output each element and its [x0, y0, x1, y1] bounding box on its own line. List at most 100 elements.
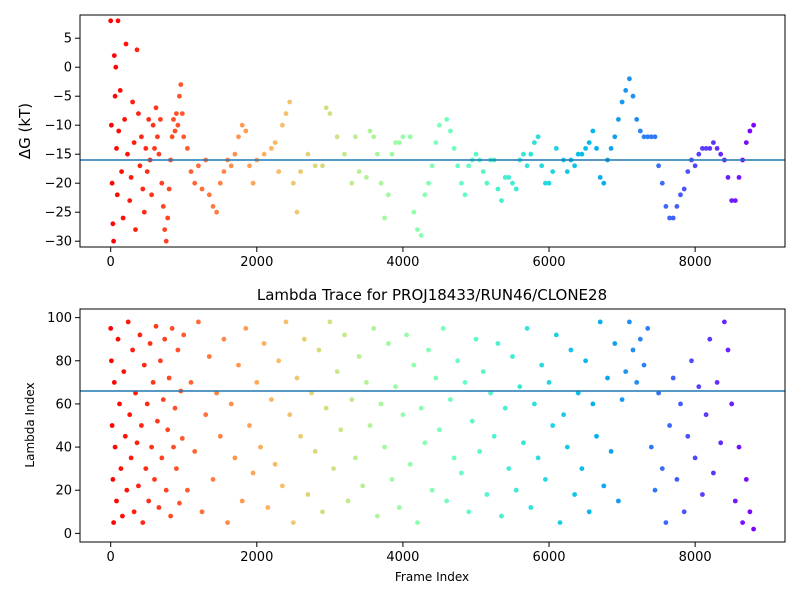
lambda-point [239, 498, 245, 504]
lambda-point [334, 369, 340, 374]
delta-g-panel: 0 2000 4000 6000 8000 −30 −25 −20 −15 −10 −5 0 5 ΔG… [16, 14, 786, 270]
lambda-point [711, 470, 716, 476]
delta-g-point [108, 18, 114, 24]
delta-g-point [572, 163, 577, 169]
lambda-point [532, 401, 537, 407]
delta-g-point [140, 186, 146, 192]
lambda-point [732, 498, 738, 504]
lambda-point [692, 455, 698, 461]
delta-g-point [159, 180, 165, 186]
delta-g-point [451, 146, 457, 151]
delta-g-point [280, 122, 285, 128]
delta-g-point [179, 111, 185, 116]
lambda-point [374, 513, 380, 519]
lambda-point [196, 319, 201, 325]
delta-g-y-tick-label: −25 [45, 206, 72, 221]
lambda-point [128, 455, 134, 461]
lambda-point [437, 427, 442, 433]
lambda-point [579, 466, 585, 471]
lambda-point [269, 397, 274, 402]
delta-g-point [117, 88, 123, 93]
lambda-point [214, 390, 220, 396]
delta-g-point [550, 169, 556, 175]
lambda-point [127, 412, 133, 418]
delta-g-point [294, 209, 300, 215]
lambda-point [404, 332, 409, 338]
lambda-point [707, 336, 713, 342]
lambda-point [378, 401, 384, 407]
delta-g-point [261, 151, 267, 157]
lambda-point [656, 390, 661, 396]
delta-g-point [543, 180, 548, 186]
delta-g-point [429, 163, 435, 169]
lambda-point [396, 505, 402, 510]
lambda-point [480, 369, 486, 374]
lambda-x-tick-label: 8000 [679, 550, 712, 565]
delta-g-point [125, 151, 130, 157]
lambda-point [147, 341, 153, 346]
lambda-point [172, 405, 178, 411]
delta-g-point [648, 134, 654, 140]
delta-g-point [342, 151, 347, 157]
lambda-point [236, 362, 241, 368]
lambda-point [118, 466, 124, 471]
delta-g-point [163, 238, 169, 244]
delta-g-point [627, 76, 632, 82]
lambda-chart-title: Lambda Trace for PROJ18433/RUN46/CLONE28 [257, 286, 607, 304]
lambda-point [681, 509, 687, 515]
lambda-point [287, 412, 293, 418]
lambda-point [143, 466, 149, 471]
delta-g-point [743, 140, 749, 146]
lambda-point [108, 326, 114, 331]
delta-g-point [334, 134, 340, 140]
lambda-point [670, 375, 676, 381]
delta-g-point [166, 186, 172, 192]
delta-g-point [594, 146, 599, 151]
lambda-point [689, 358, 694, 364]
delta-g-x-ticks: 0 2000 4000 6000 8000 [107, 247, 712, 270]
delta-g-point [678, 192, 683, 198]
lambda-point [495, 341, 501, 346]
delta-g-point [177, 93, 182, 99]
lambda-point [345, 498, 351, 504]
lambda-point [590, 401, 596, 407]
delta-g-point [747, 128, 753, 134]
lambda-point [331, 466, 336, 471]
lambda-point [144, 401, 150, 407]
delta-g-point [656, 163, 661, 169]
lambda-point [188, 380, 194, 385]
lambda-point [433, 375, 439, 381]
delta-g-point [513, 186, 519, 192]
lambda-point [150, 380, 156, 385]
delta-g-point [143, 146, 149, 151]
lambda-point [583, 358, 588, 364]
delta-g-point [729, 198, 735, 204]
lambda-point [415, 520, 420, 525]
delta-g-point [374, 151, 380, 157]
lambda-point [323, 405, 329, 411]
delta-g-point [146, 117, 152, 122]
lambda-point [272, 461, 278, 467]
lambda-point [305, 492, 311, 497]
delta-g-point [546, 180, 552, 186]
delta-g-point [239, 122, 245, 128]
lambda-x-ticks: 0 2000 4000 6000 8000 [107, 542, 712, 565]
delta-g-point [637, 128, 643, 134]
delta-g-point [579, 151, 585, 157]
lambda-point [353, 455, 358, 461]
delta-g-point [575, 151, 581, 157]
delta-g-point [130, 99, 136, 105]
delta-g-point [667, 215, 672, 221]
lambda-point [743, 477, 749, 482]
lambda-point [163, 487, 169, 493]
lambda-point [502, 405, 508, 411]
lambda-point [513, 487, 519, 493]
delta-g-point [272, 140, 278, 146]
delta-g-point [736, 175, 742, 180]
lambda-point [152, 477, 157, 482]
lambda-point [265, 505, 271, 510]
delta-g-point [123, 41, 129, 47]
delta-g-point [459, 180, 464, 186]
lambda-point [553, 332, 559, 338]
delta-g-point [115, 18, 121, 24]
